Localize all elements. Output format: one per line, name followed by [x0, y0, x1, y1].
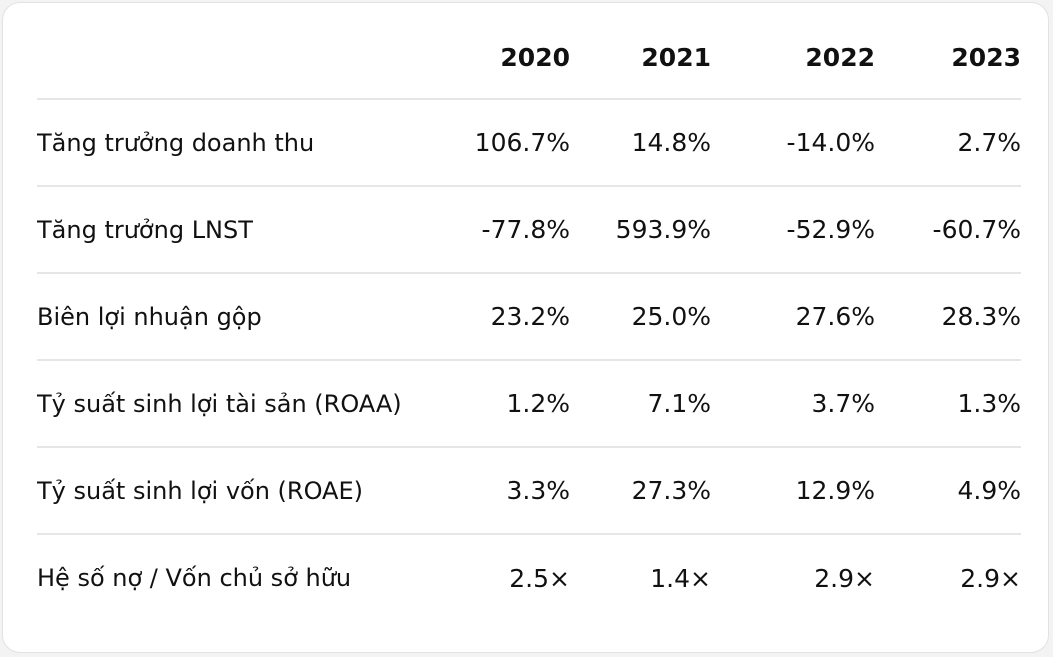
row-label: Tăng trưởng doanh thu [37, 99, 449, 187]
value-cell: -60.7% [875, 186, 1021, 274]
value-cell: -52.9% [711, 186, 875, 274]
table-row: Tỷ suất sinh lợi tài sản (ROAA) 1.2% 7.1… [37, 360, 1021, 448]
table-row: Tỷ suất sinh lợi vốn (ROAE) 3.3% 27.3% 1… [37, 447, 1021, 535]
row-label: Biên lợi nhuận gộp [37, 273, 449, 361]
value-cell: 27.3% [570, 447, 711, 535]
value-cell: 1.2% [449, 360, 570, 448]
table-row: Biên lợi nhuận gộp 23.2% 25.0% 27.6% 28.… [37, 273, 1021, 361]
row-label: Tăng trưởng LNST [37, 186, 449, 274]
row-label: Hệ số nợ / Vốn chủ sở hữu [37, 564, 352, 592]
header-year-2020: 2020 [449, 15, 570, 100]
value-cell: -77.8% [449, 186, 570, 274]
value-cell: 1.3% [875, 360, 1021, 448]
header-year-2021: 2021 [570, 15, 711, 100]
header-year-2023: 2023 [875, 15, 1021, 100]
value-cell: 27.6% [711, 273, 875, 361]
value-cell: 2.9× [960, 563, 1021, 593]
row-label: Tỷ suất sinh lợi vốn (ROAE) [37, 447, 449, 535]
value-cell: 3.3% [449, 447, 570, 535]
value-cell: 25.0% [570, 273, 711, 361]
table-body: Tăng trưởng doanh thu 106.7% 14.8% -14.0… [37, 99, 1021, 621]
value-cell: 23.2% [449, 273, 570, 361]
value-cell: -14.0% [711, 99, 875, 187]
value-cell: 7.1% [570, 360, 711, 448]
table-row: Tăng trưởng doanh thu 106.7% 14.8% -14.0… [37, 99, 1021, 187]
value-cell: 593.9% [570, 186, 711, 274]
value-cell: 3.7% [711, 360, 875, 448]
row-label: Tỷ suất sinh lợi tài sản (ROAA) [37, 360, 449, 448]
value-cell: 2.7% [875, 99, 1021, 187]
value-cell: 106.7% [449, 99, 570, 187]
financial-ratios-table: 2020 2021 2022 2023 Tăng trưởng doanh th… [37, 15, 1021, 621]
value-cell: 12.9% [711, 447, 875, 535]
value-cell: 14.8% [570, 99, 711, 187]
header-year-2022: 2022 [711, 15, 875, 100]
value-cell: 4.9% [875, 447, 1021, 535]
table-row: Hệ số nợ / Vốn chủ sở hữu 2.5× 1.4× 2.9×… [37, 534, 1021, 621]
value-cell: 1.4× [650, 563, 711, 593]
header-label-cell [37, 15, 449, 100]
value-cell: 2.5× [509, 563, 570, 593]
table-row: Tăng trưởng LNST -77.8% 593.9% -52.9% -6… [37, 186, 1021, 274]
value-cell: 2.9× [814, 563, 875, 593]
header-row: 2020 2021 2022 2023 [37, 15, 1021, 100]
table-header: 2020 2021 2022 2023 [37, 15, 1021, 100]
value-cell: 28.3% [875, 273, 1021, 361]
